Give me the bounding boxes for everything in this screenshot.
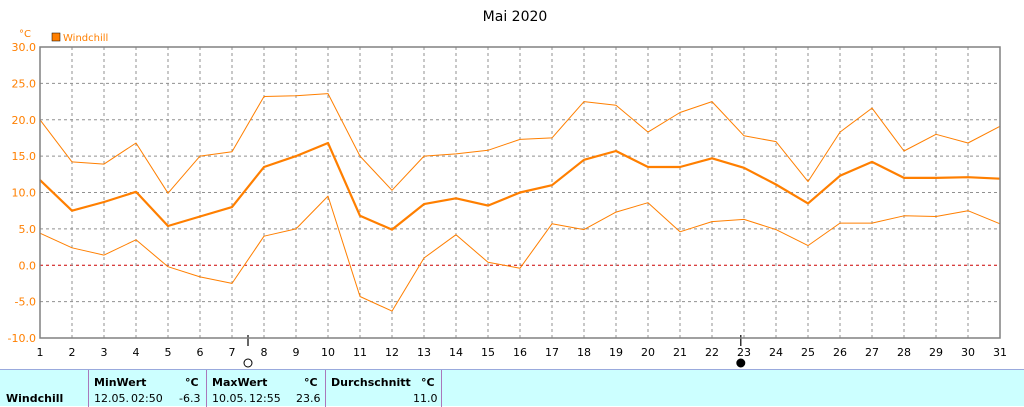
stats-label: Windchill [6,392,63,405]
max-time: 12:55 [249,392,281,405]
max-cell: MaxWert °C 10.05. 12:55 23.6 [207,370,325,407]
y-tick-label: -5.0 [15,296,36,309]
legend-swatch [52,33,60,41]
x-tick-label: 13 [417,346,431,359]
y-tick-label: 20.0 [12,114,37,127]
x-tick-label: 9 [293,346,300,359]
y-tick-label: 25.0 [12,77,37,90]
x-tick-label: 27 [865,346,879,359]
y-tick-label: -10.0 [8,332,36,345]
x-tick-label: 14 [449,346,463,359]
stats-label-cell: Windchill [0,370,88,407]
y-tick-label: 30.0 [12,41,37,54]
max-unit: °C [304,376,318,389]
max-date: 10.05. [212,392,247,405]
max-value: 23.6 [296,392,321,405]
y-axis: 30.0 25.0 20.0 15.0 10.0 5.0 0.0 -5.0 -10.0 [8,41,36,345]
x-tick-label: 10 [321,346,335,359]
stats-panel: Windchill MinWert °C 12.05. 02:50 -6.3 M… [0,369,1024,406]
y-tick-label: 0.0 [19,259,37,272]
y-unit: °C [19,29,31,40]
x-tick-label: 15 [481,346,495,359]
chart-title: Mai 2020 [483,9,548,25]
x-tick-label: 22 [705,346,719,359]
avg-header: Durchschnitt [331,376,411,389]
x-tick-label: 4 [133,346,140,359]
max-header: MaxWert [212,376,267,389]
min-header: MinWert [94,376,146,389]
y-tick-label: 15.0 [12,150,37,163]
divider [441,370,442,407]
x-tick-label: 26 [833,346,847,359]
x-tick-label: 23 [737,346,751,359]
min-date: 12.05. [94,392,129,405]
y-tick-label: 5.0 [19,223,37,236]
x-tick-label: 28 [897,346,911,359]
full-moon-icon [244,359,252,367]
x-tick-label: 6 [197,346,204,359]
x-tick-label: 30 [961,346,975,359]
x-tick-label: 17 [545,346,559,359]
x-tick-label: 16 [513,346,527,359]
x-tick-label: 11 [353,346,367,359]
min-time: 02:50 [131,392,163,405]
x-tick-label: 12 [385,346,399,359]
avg-value: 11.0 [413,392,438,405]
x-tick-label: 24 [769,346,783,359]
legend-label: Windchill [63,33,108,44]
avg-cell: Durchschnitt °C 11.0 [326,370,441,407]
x-tick-label: 7 [229,346,236,359]
x-tick-label: 2 [69,346,76,359]
min-cell: MinWert °C 12.05. 02:50 -6.3 [89,370,206,407]
min-unit: °C [185,376,199,389]
x-tick-label: 3 [101,346,108,359]
min-value: -6.3 [179,392,200,405]
x-tick-label: 25 [801,346,815,359]
x-tick-label: 29 [929,346,943,359]
x-tick-label: 1 [37,346,44,359]
x-tick-label: 5 [165,346,172,359]
x-tick-label: 31 [993,346,1007,359]
x-tick-label: 19 [609,346,623,359]
avg-unit: °C [421,376,435,389]
x-tick-label: 20 [641,346,655,359]
y-tick-label: 10.0 [12,187,37,200]
new-moon-icon [737,359,745,367]
x-tick-label: 8 [261,346,268,359]
x-tick-label: 18 [577,346,591,359]
chart: Mai 2020 °C Windchill 30.025.020.015.010… [0,0,1024,369]
x-tick-label: 21 [673,346,687,359]
